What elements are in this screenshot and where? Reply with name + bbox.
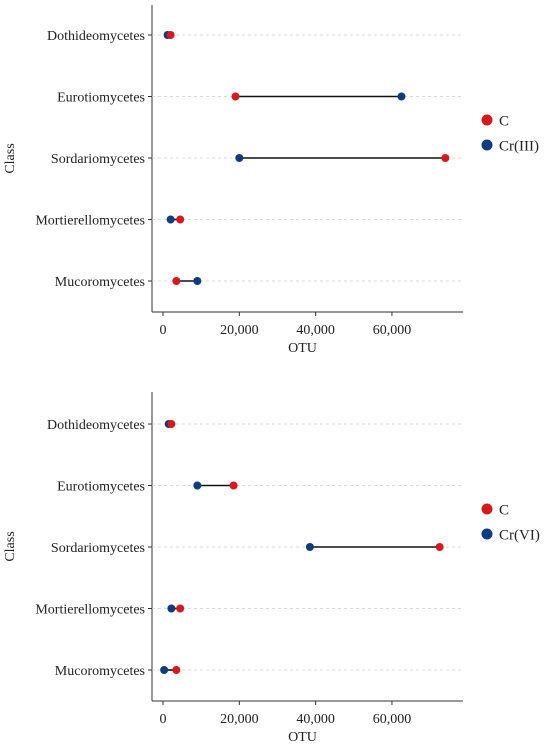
point-cr: [167, 604, 176, 613]
legend-marker: [481, 139, 493, 151]
point-c: [229, 481, 238, 490]
y-tick-label: Sordariomycetes: [51, 152, 145, 167]
y-tick-label: Mucoromycetes: [55, 275, 145, 290]
point-cr: [235, 154, 244, 162]
y-tick-label: Eurotiomycetes: [57, 480, 145, 495]
y-tick-label: Eurotiomycetes: [57, 91, 145, 106]
point-c: [441, 154, 450, 162]
x-tick-label: 20,000: [220, 323, 259, 338]
y-tick-label: Dothideomycetes: [47, 29, 145, 44]
legend-label: C: [499, 114, 509, 130]
point-c: [176, 215, 185, 224]
point-c: [435, 543, 444, 551]
legend-marker: [481, 114, 493, 126]
legend-marker: [481, 528, 493, 540]
point-cr: [193, 481, 202, 490]
y-tick-label: Sordariomycetes: [51, 541, 145, 556]
point-c: [231, 92, 240, 101]
x-tick-label: 60,000: [373, 323, 412, 338]
y-tick-label: Mortierellomycetes: [35, 603, 145, 618]
x-tick-label: 40,000: [296, 323, 335, 338]
y-tick-label: Mucoromycetes: [55, 664, 145, 679]
legend-marker: [481, 503, 493, 515]
y-axis-title: Class: [3, 531, 18, 561]
chart-panel-1: Dothideomycetes Eurotiomycetes Sordariomyc…: [3, 5, 539, 356]
x-axis-title: OTU: [288, 730, 317, 745]
point-cr: [397, 92, 406, 101]
chart-panel-2: Dothideomycetes Eurotiomycetes Sordariomyc…: [3, 392, 540, 745]
y-tick-label: Mortierellomycetes: [35, 214, 145, 229]
point-cr: [166, 215, 175, 224]
x-tick-label: 40,000: [296, 712, 335, 727]
x-axis-title: OTU: [288, 341, 317, 356]
legend-label: Cr(III): [499, 139, 539, 155]
x-tick-label: 20,000: [220, 712, 259, 727]
legend-label: C: [499, 503, 509, 519]
point-cr: [305, 543, 314, 551]
y-axis-title: Class: [3, 143, 18, 173]
x-tick-label: 0: [160, 712, 167, 727]
x-tick-label: 60,000: [373, 712, 412, 727]
legend-label: Cr(VI): [499, 528, 540, 544]
point-c: [172, 277, 181, 285]
point-c: [172, 666, 181, 674]
point-c: [167, 420, 176, 428]
y-tick-label: Dothideomycetes: [47, 418, 145, 433]
point-c: [166, 31, 175, 39]
point-cr: [160, 666, 169, 674]
point-c: [176, 604, 185, 613]
x-tick-label: 0: [160, 323, 167, 338]
point-cr: [193, 277, 202, 285]
